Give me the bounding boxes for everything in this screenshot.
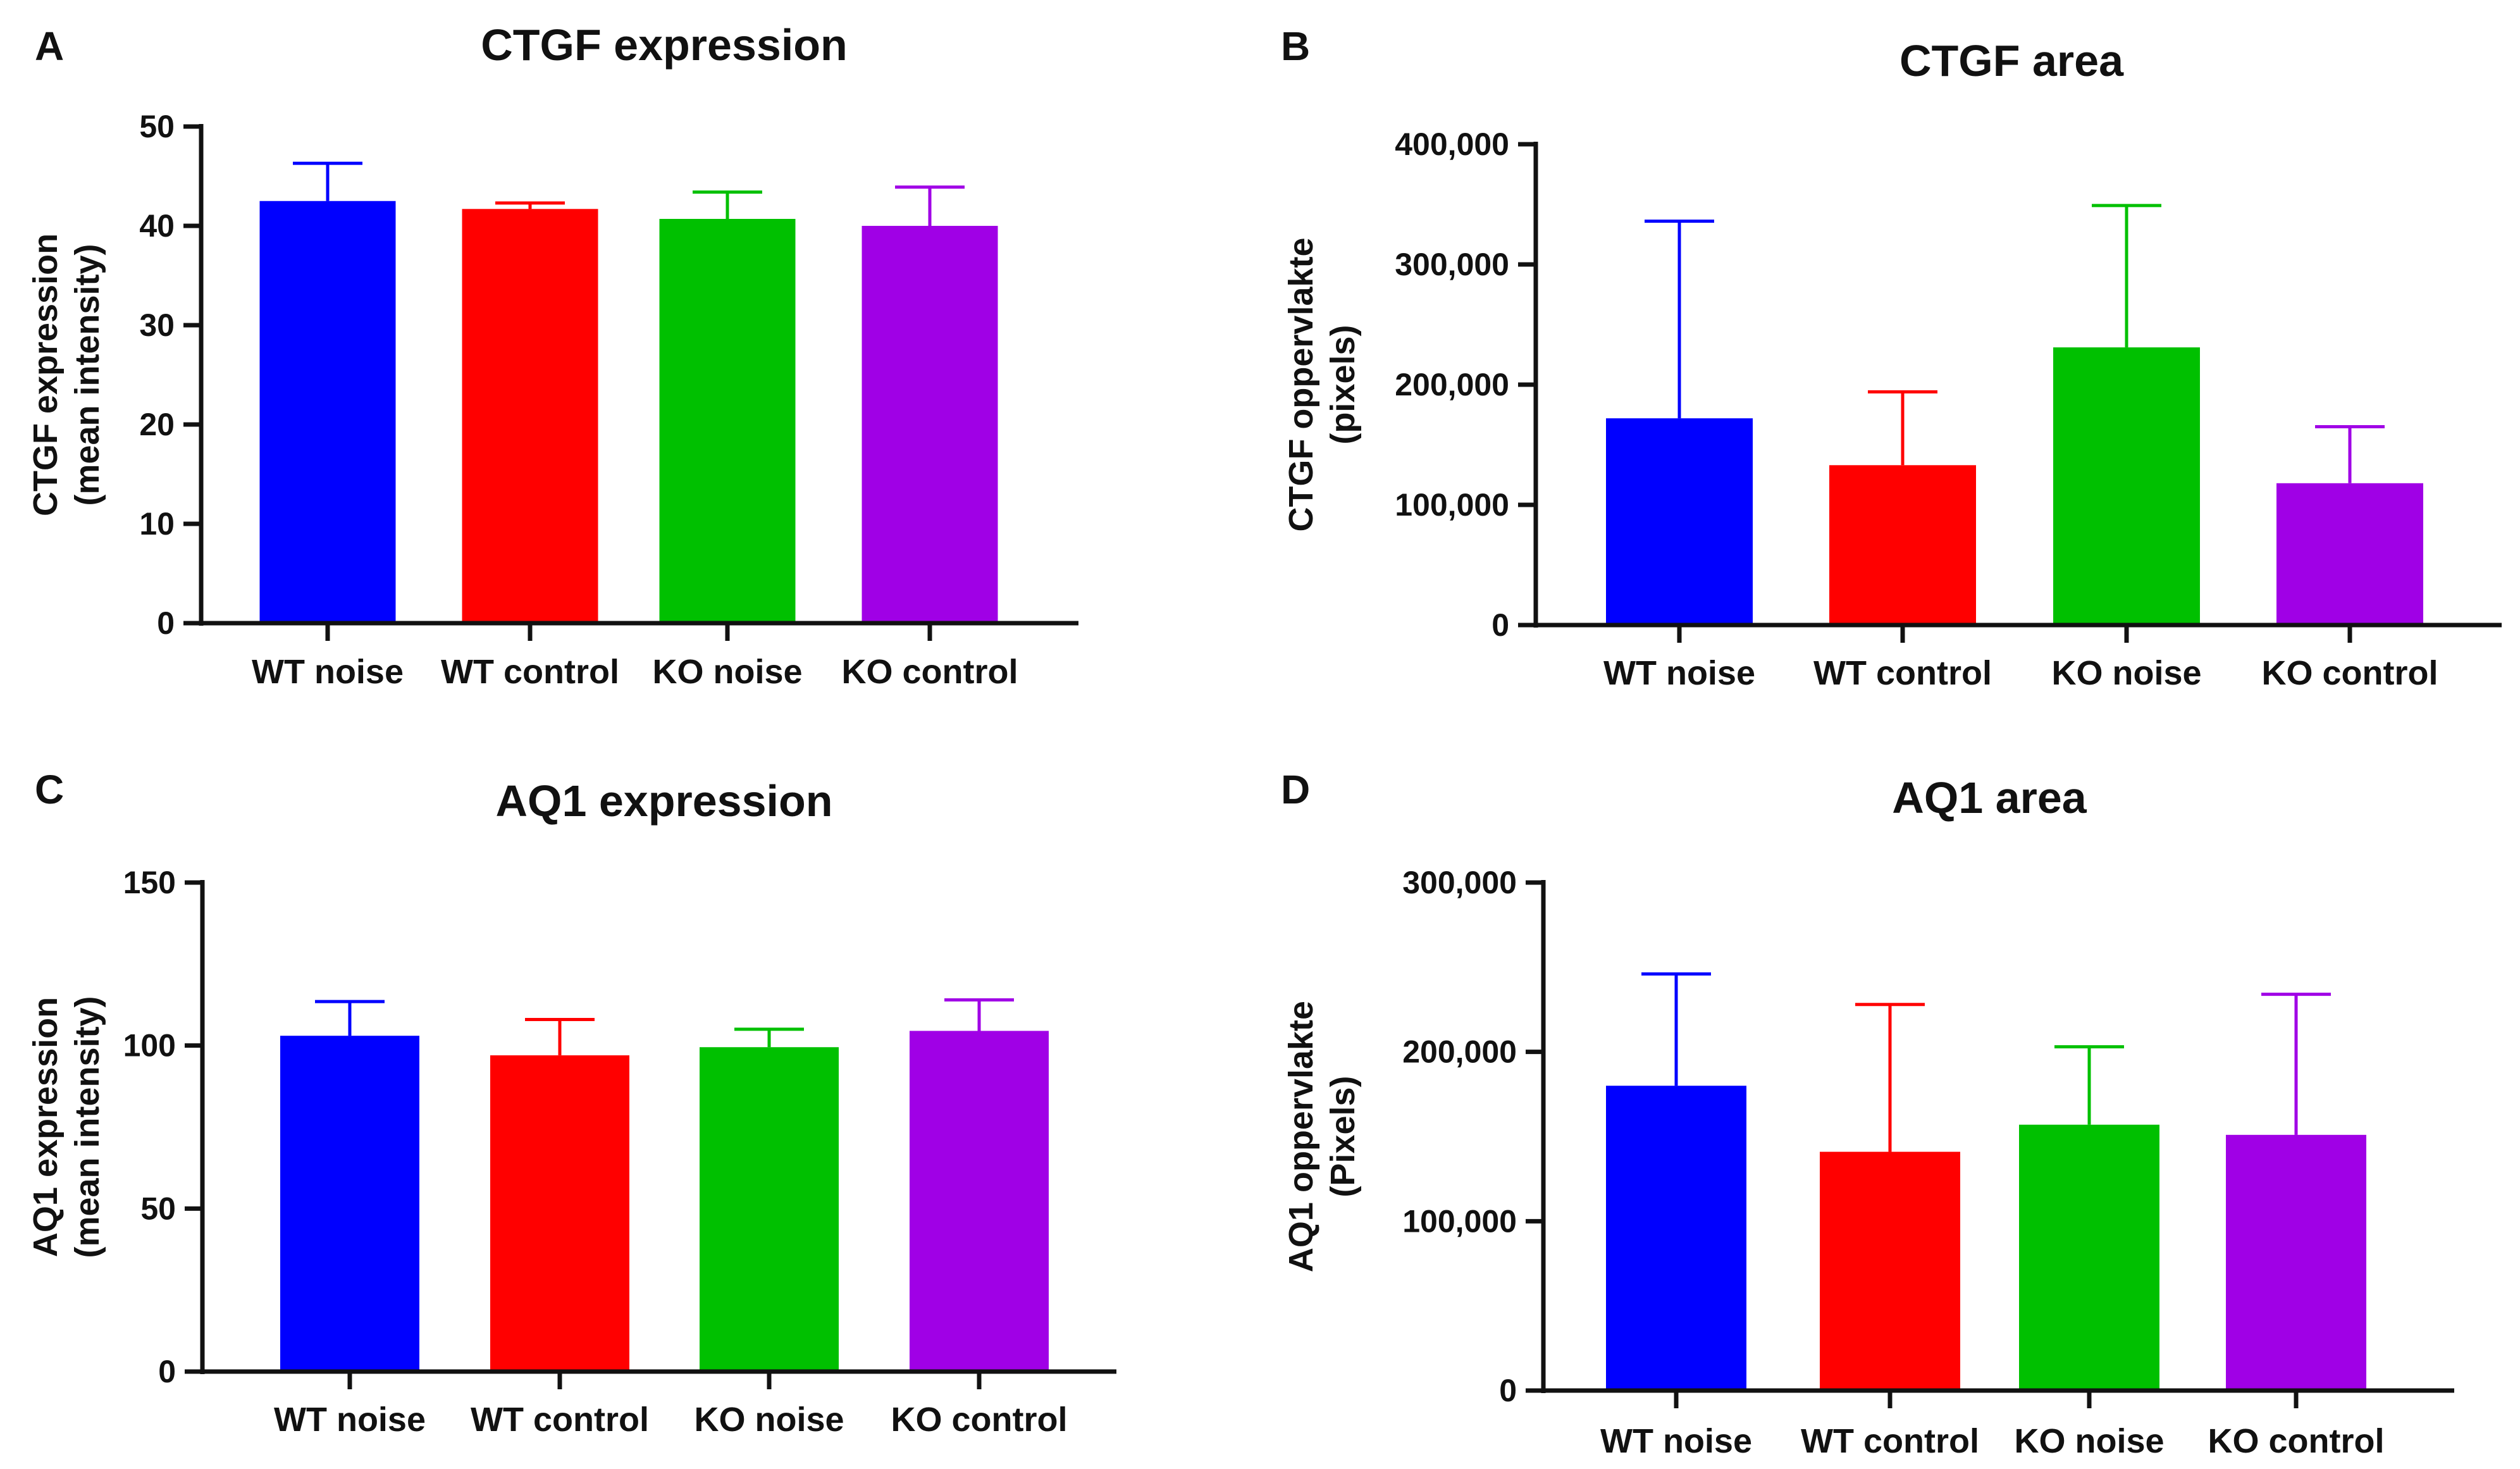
x-tick-label: WT noise — [274, 1401, 426, 1439]
x-tick-label: KO noise — [694, 1401, 844, 1439]
y-axis-label-line: CTGF expression — [27, 233, 65, 516]
bar-wt-noise — [259, 201, 396, 623]
chart-title: CTGF expression — [481, 20, 848, 70]
y-tick-label: 50 — [139, 109, 175, 144]
bar-wt-control — [1820, 1151, 1960, 1391]
y-axis-label-line: (mean intensity) — [68, 244, 106, 505]
x-tick-label: KO noise — [652, 653, 802, 691]
y-tick-label: 200,000 — [1395, 367, 1509, 402]
y-tick-label: 20 — [139, 407, 175, 442]
y-axis-label-line: (mean intensity) — [68, 996, 106, 1258]
x-tick-label: WT control — [441, 653, 619, 691]
y-axis-label-line: CTGF oppervlakte — [1282, 237, 1320, 531]
y-tick-label: 50 — [140, 1191, 176, 1226]
y-tick-label: 0 — [1492, 607, 1509, 643]
bar-ko-noise — [700, 1047, 839, 1372]
y-tick-label: 100,000 — [1402, 1203, 1517, 1239]
y-tick-label: 0 — [157, 605, 175, 641]
panel-letter: D — [1281, 767, 1310, 812]
y-tick-label: 150 — [123, 865, 176, 900]
y-axis-label: CTGF expression (mean intensity) — [27, 233, 106, 516]
y-axis-label-line: (pixels) — [1324, 325, 1362, 444]
y-tick-label: 300,000 — [1402, 865, 1517, 900]
x-tick-label: KO control — [2262, 654, 2438, 692]
x-tick-label: WT noise — [1600, 1422, 1752, 1460]
bar-ko-control — [2226, 1134, 2366, 1391]
panel-letter: C — [35, 767, 64, 812]
x-tick-label: WT control — [1813, 654, 1992, 692]
y-tick-label: 30 — [139, 307, 175, 343]
x-tick-label: KO control — [842, 653, 1018, 691]
panel-letter: B — [1281, 23, 1310, 69]
y-tick-label: 10 — [139, 506, 175, 542]
panel-letter: A — [35, 23, 64, 69]
y-tick-label: 300,000 — [1395, 247, 1509, 282]
y-tick-label: 40 — [139, 208, 175, 244]
chart-title: CTGF area — [1899, 36, 2124, 85]
x-tick-label: KO noise — [2051, 654, 2201, 692]
chart-panel-d: D AQ1 area AQ1 oppervlakte (Pixels) 0 100,000… — [1281, 767, 2454, 1460]
bar-wt-noise — [280, 1036, 419, 1372]
y-tick-label: 0 — [158, 1354, 176, 1389]
x-tick-label: WT noise — [1603, 654, 1755, 692]
x-tick-label: WT control — [1801, 1422, 1979, 1460]
y-tick-label: 200,000 — [1402, 1034, 1517, 1070]
y-tick-label: 0 — [1499, 1373, 1517, 1408]
y-axis-label: CTGF oppervlakte (pixels) — [1282, 237, 1362, 531]
bar-ko-control — [910, 1031, 1049, 1372]
y-axis-label: AQ1 expression (mean intensity) — [27, 996, 106, 1258]
bar-wt-noise — [1606, 418, 1753, 625]
y-axis-label-line: (Pixels) — [1324, 1075, 1362, 1197]
y-axis-label: AQ1 oppervlakte (Pixels) — [1282, 1001, 1362, 1272]
bar-ko-control — [2276, 483, 2423, 625]
x-tick-label: KO noise — [2014, 1422, 2164, 1460]
y-tick-label: 400,000 — [1395, 127, 1509, 162]
x-tick-label: WT noise — [252, 653, 404, 691]
chart-title: AQ1 expression — [496, 776, 833, 826]
bar-ko-control — [862, 226, 998, 623]
y-axis-label-line: AQ1 oppervlakte — [1282, 1001, 1320, 1272]
x-tick-label: WT control — [471, 1401, 649, 1439]
y-tick-label: 100 — [123, 1028, 176, 1063]
bar-wt-control — [462, 209, 598, 623]
x-tick-label: KO control — [891, 1401, 1068, 1439]
y-axis-label-line: AQ1 expression — [27, 997, 65, 1257]
bar-wt-noise — [1606, 1086, 1746, 1391]
bar-ko-noise — [2053, 347, 2200, 625]
bar-ko-noise — [2019, 1124, 2159, 1391]
chart-title: AQ1 area — [1892, 773, 2087, 822]
bar-wt-control — [490, 1055, 629, 1372]
chart-panel-b: B CTGF area CTGF oppervlakte (pixels) 0 100,0… — [1281, 23, 2502, 692]
bar-ko-noise — [659, 219, 796, 623]
x-tick-label: KO control — [2208, 1422, 2385, 1460]
y-tick-label: 100,000 — [1395, 487, 1509, 523]
bar-wt-control — [1829, 465, 1976, 625]
